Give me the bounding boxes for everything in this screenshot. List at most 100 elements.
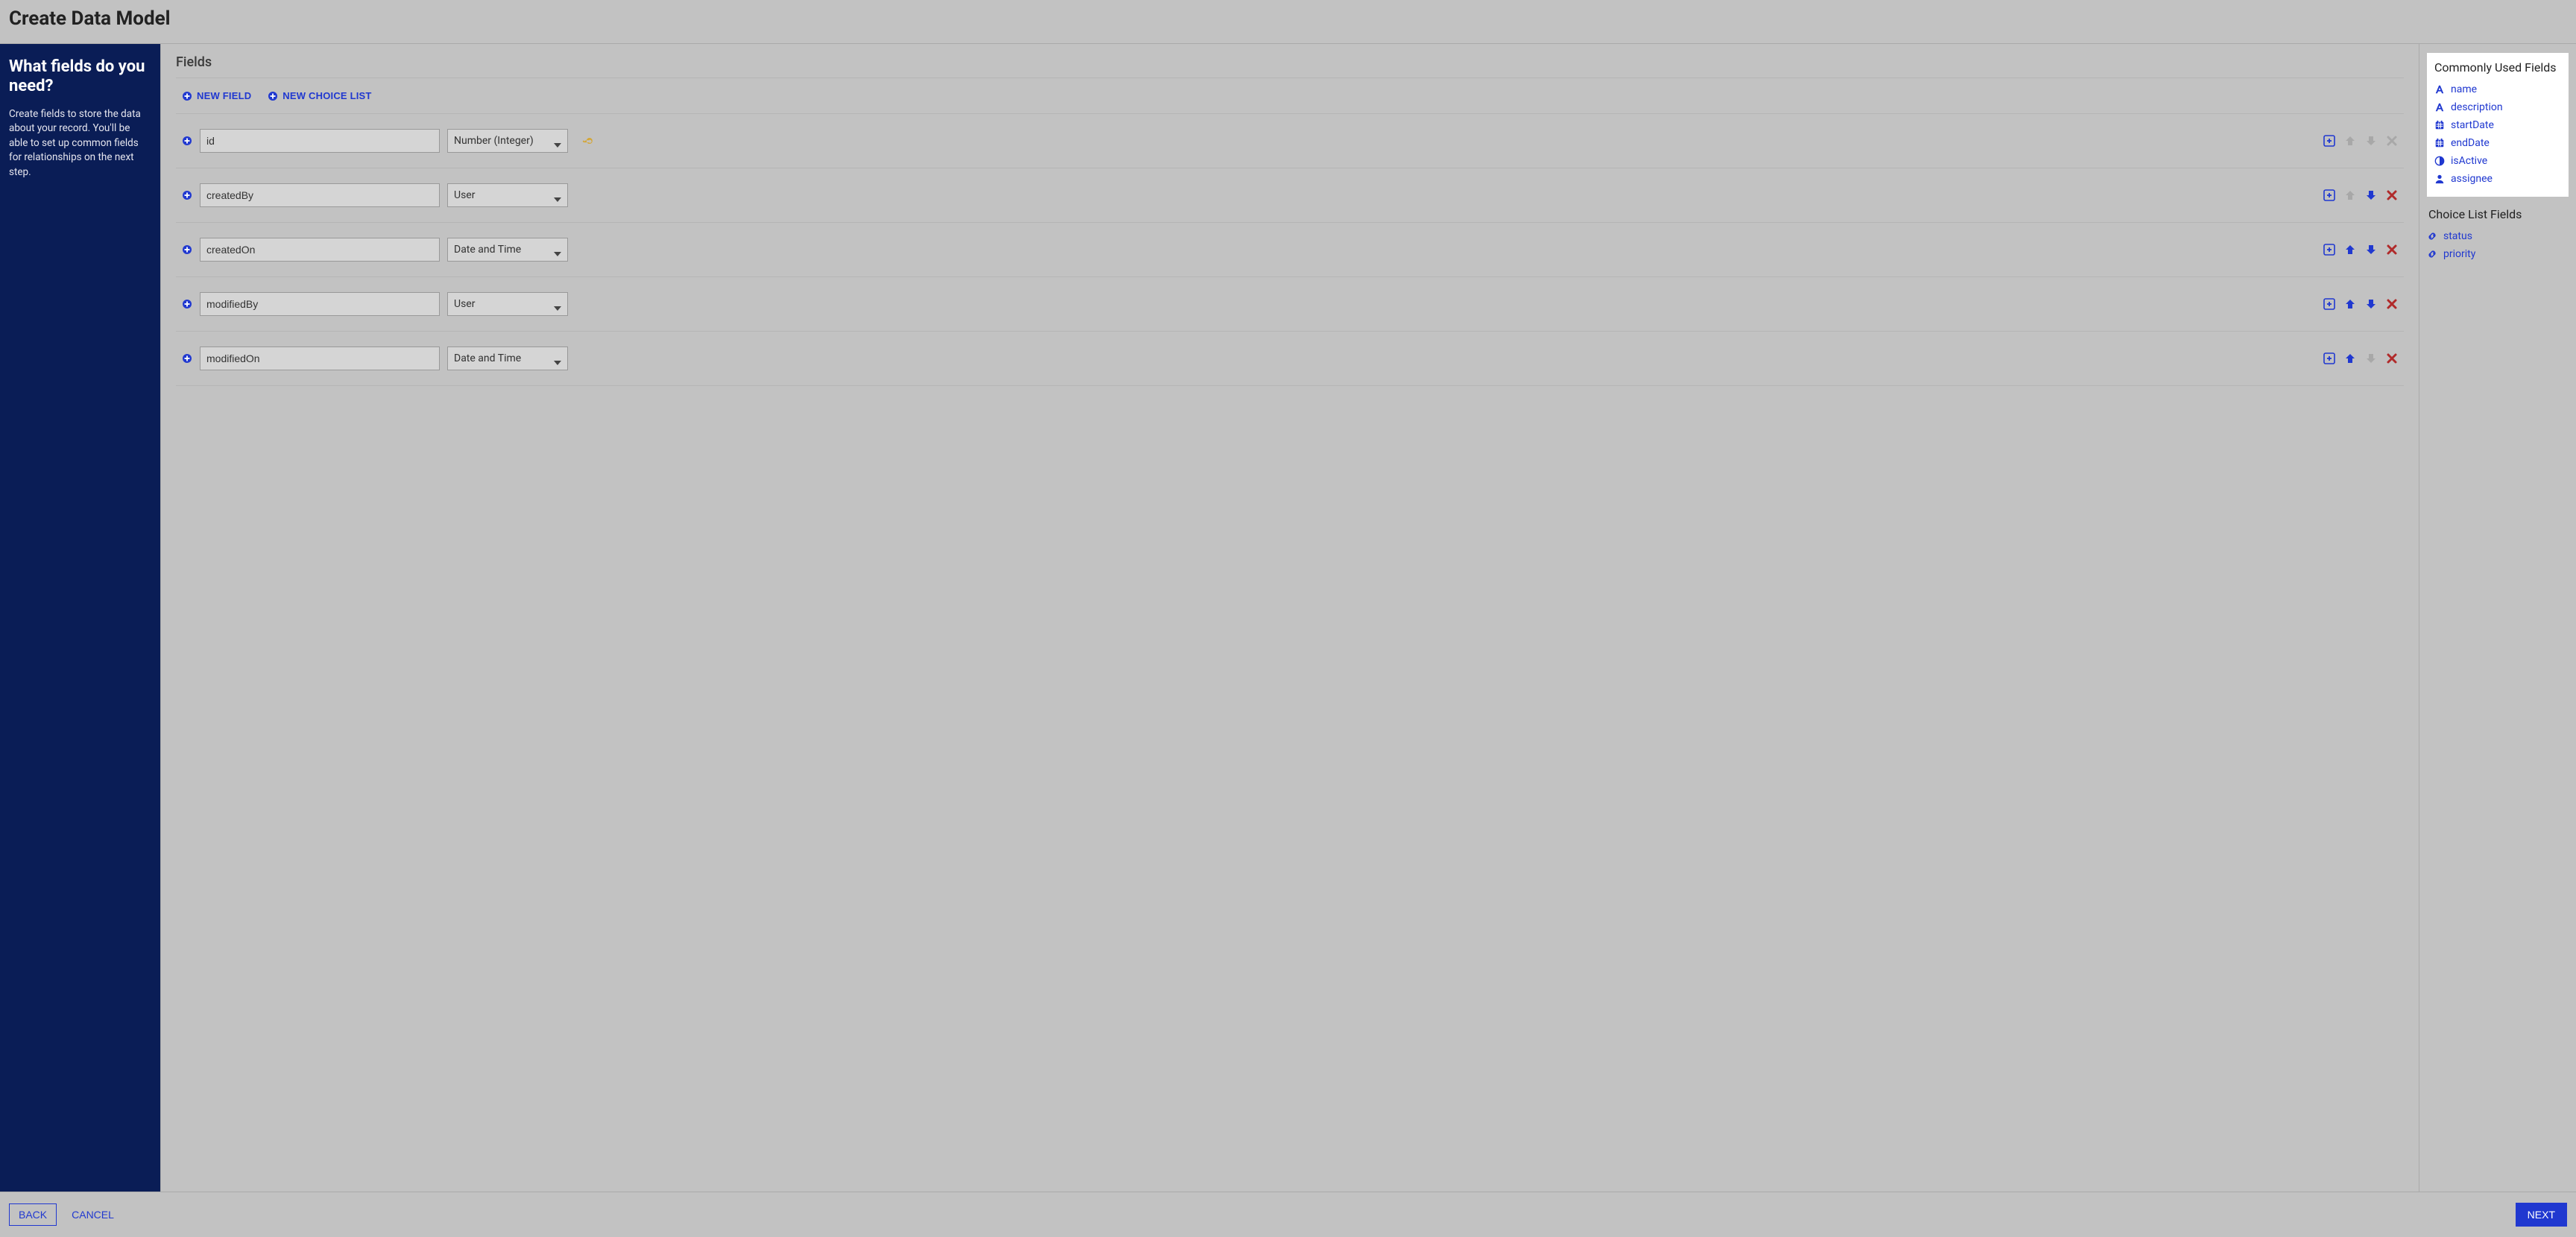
suggested-field-label: priority [2443,248,2475,260]
suggested-field-label: assignee [2451,173,2493,185]
caret-down-icon [554,356,561,361]
suggested-field-label: isActive [2451,155,2487,167]
row-actions [2323,244,2398,256]
delete-row-button[interactable] [2386,352,2398,364]
new-field-label: NEW FIELD [197,90,251,101]
move-down-button[interactable] [2365,189,2377,201]
field-type-select[interactable]: User [447,292,568,316]
sidebar-description: Create fields to store the data about yo… [9,107,151,180]
field-type-value: Number (Integer) [454,135,534,147]
move-down-button [2365,135,2377,147]
link-icon [2427,249,2437,259]
plus-circle-icon [182,91,192,101]
new-choice-list-button[interactable]: NEW CHOICE LIST [268,90,371,101]
field-name-input[interactable] [200,238,440,262]
expand-row-button[interactable] [2323,298,2335,310]
date-icon [2434,120,2445,130]
suggested-field-item[interactable]: status [2427,227,2569,245]
expand-row-button[interactable] [2323,352,2335,364]
move-down-button[interactable] [2365,298,2377,310]
expand-row-button[interactable] [2323,244,2335,256]
back-button[interactable]: BACK [9,1203,57,1226]
suggested-field-item[interactable]: name [2434,80,2561,98]
suggested-field-item[interactable]: startDate [2434,116,2561,134]
row-actions [2323,298,2398,310]
delete-row-button[interactable] [2386,298,2398,310]
link-icon [2427,231,2437,241]
field-type-select[interactable]: Number (Integer) [447,129,568,153]
date-icon [2434,138,2445,148]
font-icon [2434,84,2445,95]
suggested-field-label: endDate [2451,137,2490,149]
primary-key-icon [581,135,593,147]
common-fields-list: name description startDate endDate isActive a… [2434,80,2561,188]
expand-field-icon[interactable] [182,190,192,200]
move-up-button [2344,135,2356,147]
field-type-value: Date and Time [454,244,521,256]
field-row: Date and Time [176,331,2404,386]
field-type-value: Date and Time [454,352,521,364]
expand-field-icon[interactable] [182,244,192,255]
caret-down-icon [554,302,561,306]
field-type-select[interactable]: Date and Time [447,347,568,370]
common-fields-panel: Commonly Used Fields name description star… [2427,53,2569,197]
page-title: Create Data Model [9,7,2567,30]
suggested-field-item[interactable]: endDate [2434,134,2561,152]
half-icon [2434,156,2445,166]
field-name-input[interactable] [200,183,440,207]
suggested-field-item[interactable]: assignee [2434,170,2561,188]
delete-row-button[interactable] [2386,244,2398,256]
toolbar: NEW FIELD NEW CHOICE LIST [176,78,2404,113]
expand-field-icon[interactable] [182,299,192,309]
caret-down-icon [554,247,561,252]
user-icon [2434,174,2445,184]
right-panel: Commonly Used Fields name description star… [2419,44,2576,1192]
field-row: User [176,276,2404,331]
field-type-value: User [454,298,475,310]
field-row: Date and Time [176,222,2404,276]
field-row: User [176,168,2404,222]
expand-row-button[interactable] [2323,189,2335,201]
expand-field-icon[interactable] [182,136,192,146]
move-up-button[interactable] [2344,244,2356,256]
sidebar: What fields do you need? Create fields t… [0,44,160,1192]
font-icon [2434,102,2445,113]
field-row: Number (Integer) [176,113,2404,168]
row-actions [2323,352,2398,364]
expand-field-icon[interactable] [182,353,192,364]
suggested-field-item[interactable]: isActive [2434,152,2561,170]
new-choice-label: NEW CHOICE LIST [282,90,371,101]
caret-down-icon [554,193,561,197]
suggested-field-label: description [2451,101,2503,113]
move-up-button[interactable] [2344,352,2356,364]
field-name-input[interactable] [200,129,440,153]
new-field-button[interactable]: NEW FIELD [182,90,251,101]
move-down-button[interactable] [2365,244,2377,256]
header: Create Data Model [0,0,2576,43]
move-down-button [2365,352,2377,364]
suggested-field-label: startDate [2451,119,2494,131]
expand-row-button[interactable] [2323,135,2335,147]
field-name-input[interactable] [200,292,440,316]
field-name-input[interactable] [200,347,440,370]
footer: BACK CANCEL NEXT [0,1192,2576,1237]
cancel-button[interactable]: CANCEL [72,1209,114,1221]
suggested-field-item[interactable]: description [2434,98,2561,116]
field-type-select[interactable]: User [447,183,568,207]
sidebar-heading: What fields do you need? [9,57,151,97]
center-panel: Fields NEW FIELD NEW CHOICE LIST Number … [160,44,2419,1192]
delete-row-button[interactable] [2386,189,2398,201]
delete-row-button [2386,135,2398,147]
suggested-field-item[interactable]: priority [2427,245,2569,263]
choice-fields-list: status priority [2427,227,2569,263]
common-fields-title: Commonly Used Fields [2434,60,2561,75]
next-button[interactable]: NEXT [2516,1203,2567,1227]
choice-fields-title: Choice List Fields [2428,207,2569,221]
move-up-button [2344,189,2356,201]
plus-circle-icon [268,91,278,101]
fields-title: Fields [176,54,2404,70]
row-actions [2323,189,2398,201]
move-up-button[interactable] [2344,298,2356,310]
suggested-field-label: name [2451,83,2477,95]
field-type-select[interactable]: Date and Time [447,238,568,262]
